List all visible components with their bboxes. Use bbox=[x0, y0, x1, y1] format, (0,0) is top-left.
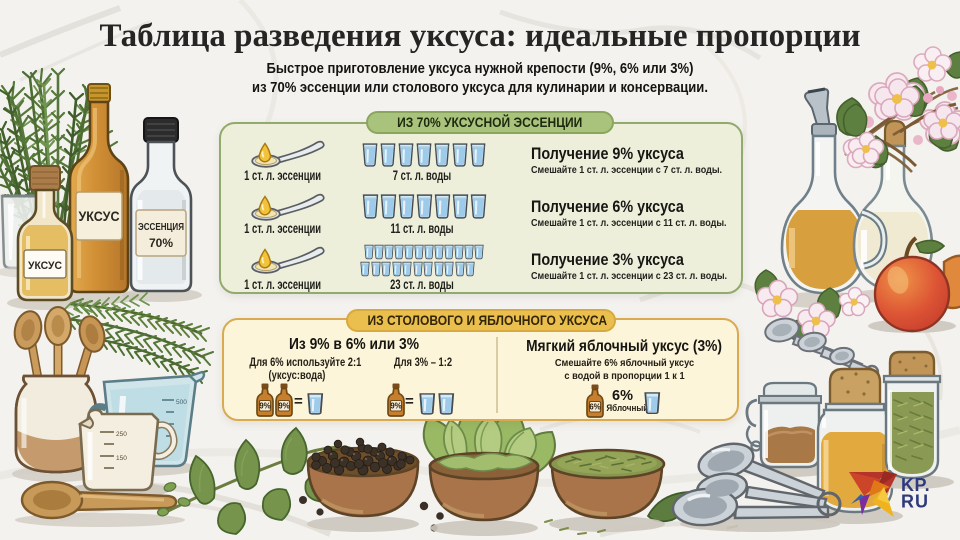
svg-text:ЭССЕНЦИЯ: ЭССЕНЦИЯ bbox=[138, 221, 184, 233]
svg-text:9%: 9% bbox=[278, 402, 290, 411]
svg-text:УКСУС: УКСУС bbox=[79, 209, 120, 224]
svg-text:9%: 9% bbox=[259, 402, 271, 411]
svg-text:9%: 9% bbox=[390, 402, 402, 411]
svg-text:RU: RU bbox=[901, 492, 929, 512]
svg-text:250: 250 bbox=[116, 431, 127, 438]
svg-text:УКСУС: УКСУС bbox=[28, 260, 62, 272]
svg-text:KP.: KP. bbox=[901, 475, 930, 495]
svg-text:70%: 70% bbox=[149, 236, 173, 250]
svg-text:150: 150 bbox=[116, 455, 127, 462]
svg-text:6%: 6% bbox=[589, 403, 601, 412]
svg-text:500: 500 bbox=[176, 399, 187, 406]
